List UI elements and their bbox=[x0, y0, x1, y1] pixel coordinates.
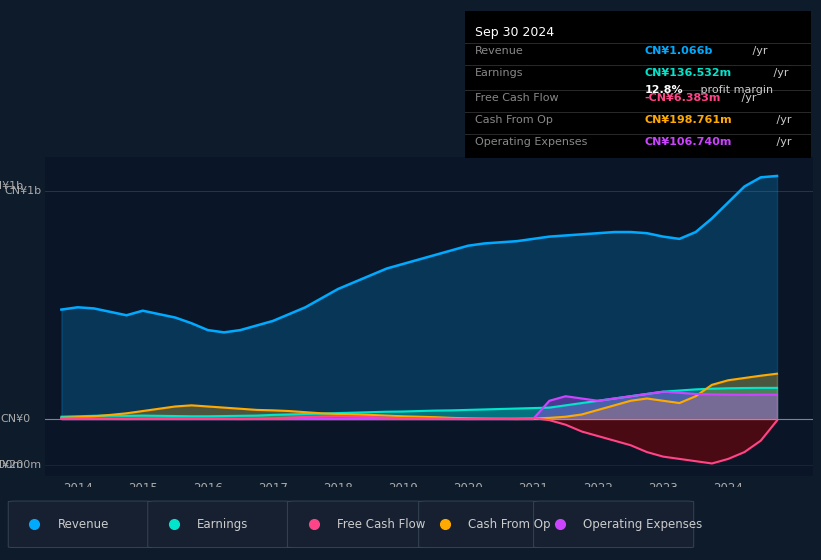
Text: CN¥106.740m: CN¥106.740m bbox=[644, 137, 732, 147]
Text: CN¥198.761m: CN¥198.761m bbox=[644, 115, 732, 125]
FancyBboxPatch shape bbox=[419, 501, 538, 548]
Text: CN¥136.532m: CN¥136.532m bbox=[644, 68, 732, 78]
Text: Free Cash Flow: Free Cash Flow bbox=[475, 94, 559, 104]
Text: Revenue: Revenue bbox=[475, 46, 524, 57]
Text: Operating Expenses: Operating Expenses bbox=[583, 518, 702, 531]
Text: -CN¥6.383m: -CN¥6.383m bbox=[644, 94, 721, 104]
Text: /yr: /yr bbox=[738, 94, 757, 104]
Text: Free Cash Flow: Free Cash Flow bbox=[337, 518, 425, 531]
FancyBboxPatch shape bbox=[148, 501, 291, 548]
Text: -CN¥200m: -CN¥200m bbox=[0, 460, 24, 470]
Text: 12.8%: 12.8% bbox=[644, 85, 683, 95]
Text: CN¥1.066b: CN¥1.066b bbox=[644, 46, 713, 57]
FancyBboxPatch shape bbox=[287, 501, 423, 548]
Text: Operating Expenses: Operating Expenses bbox=[475, 137, 588, 147]
Text: Earnings: Earnings bbox=[197, 518, 249, 531]
Text: /yr: /yr bbox=[773, 137, 791, 147]
Text: CN¥1b: CN¥1b bbox=[0, 181, 24, 191]
Text: /yr: /yr bbox=[773, 115, 791, 125]
Text: profit margin: profit margin bbox=[697, 85, 773, 95]
Text: Cash From Op: Cash From Op bbox=[475, 115, 553, 125]
Text: Revenue: Revenue bbox=[57, 518, 109, 531]
Text: Sep 30 2024: Sep 30 2024 bbox=[475, 26, 554, 39]
FancyBboxPatch shape bbox=[8, 501, 152, 548]
Text: CN¥0: CN¥0 bbox=[1, 414, 31, 424]
FancyBboxPatch shape bbox=[534, 501, 694, 548]
Text: /yr: /yr bbox=[769, 68, 788, 78]
Text: CN¥1b: CN¥1b bbox=[4, 186, 41, 196]
Text: /yr: /yr bbox=[749, 46, 768, 57]
Text: Cash From Op: Cash From Op bbox=[468, 518, 550, 531]
Text: -CN¥200m: -CN¥200m bbox=[0, 460, 41, 470]
Text: Earnings: Earnings bbox=[475, 68, 524, 78]
